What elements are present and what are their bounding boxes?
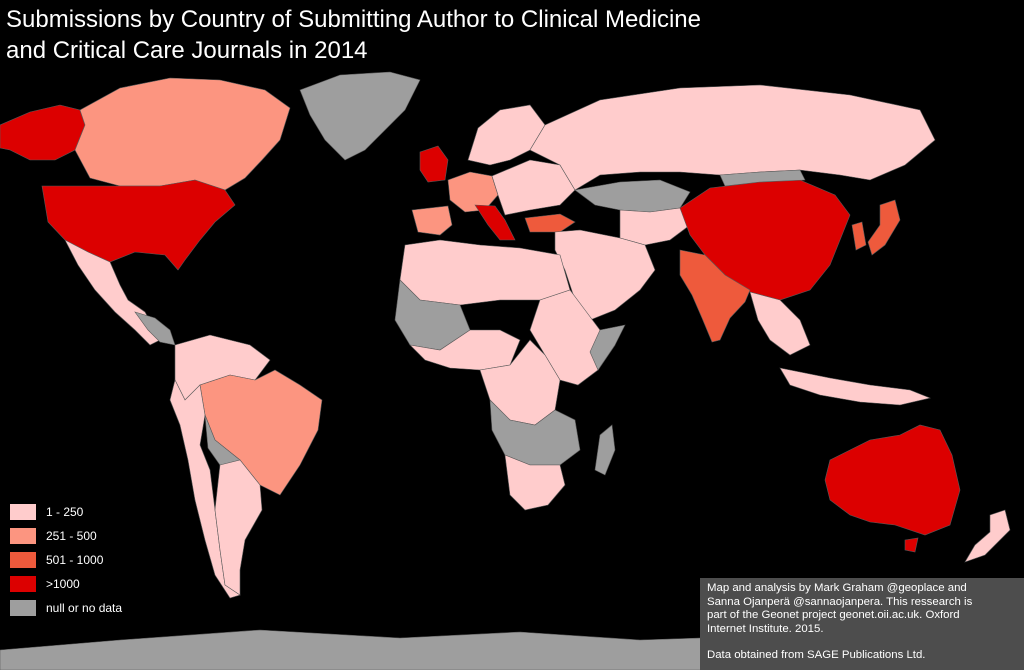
legend-swatch [10,528,36,544]
map-title-line-1: Submissions by Country of Submitting Aut… [6,6,701,33]
region-tasmania [904,537,919,553]
region-germany-france [447,171,499,213]
region-madagascar [594,424,616,476]
region-korea [851,221,867,251]
credits-box: Map and analysis by Mark Graham @geoplac… [700,578,1024,670]
region-turkey [524,213,576,233]
credits-line-2: Sanna Ojanperä @sannaojanpera. This ress… [707,595,973,608]
legend-label: null or no data [46,601,123,615]
region-central-asia-grey [574,179,691,213]
legend-label: 501 - 1000 [46,553,104,567]
legend-label: 1 - 250 [46,505,84,519]
region-alaska [0,104,86,161]
region-new-zealand [964,509,1011,563]
legend-label: >1000 [46,577,80,591]
region-southern-africa-grey [489,399,581,466]
region-horn-of-africa [589,324,626,371]
region-central-asia [619,207,691,246]
legend-swatch [10,504,36,520]
region-spain [411,205,453,236]
region-west-africa [409,329,521,371]
region-scandinavia [467,104,546,166]
legend-label: 251 - 500 [46,529,97,543]
region-southeast-asia [749,291,811,356]
legend-swatch [10,552,36,568]
region-india [679,249,751,343]
region-uk [419,145,449,183]
credits-line-4: Internet Institute. 2015. [707,622,824,635]
region-brazil [199,369,323,496]
legend-item-501-1000: 501 - 1000 [10,548,122,572]
region-indonesia [779,367,931,406]
region-australia [824,424,961,536]
region-argentina [214,459,263,596]
map-legend: 1 - 250 251 - 500 501 - 1000 >1000 null … [10,500,122,620]
map-title-line-2: and Critical Care Journals in 2014 [6,37,368,64]
legend-item-no-data: null or no data [10,596,122,620]
region-north-africa [399,239,571,306]
credits-line-3: part of the Geonet project geonet.oii.ac… [707,609,960,622]
legend-swatch [10,576,36,592]
region-usa [41,179,236,271]
region-russia [529,84,936,191]
region-mongolia [719,169,806,187]
region-eastern-europe [491,159,576,216]
region-italy [474,204,516,241]
legend-item-over-1000: >1000 [10,572,122,596]
map-title: Submissions by Country of Submitting Aut… [6,4,906,66]
credits-line-1: Map and analysis by Mark Graham @geoplac… [707,582,967,594]
region-south-africa [504,454,566,511]
region-greenland [299,71,421,161]
legend-item-1-250: 1 - 250 [10,500,122,524]
region-canada [74,77,291,191]
legend-item-251-500: 251 - 500 [10,524,122,548]
region-japan [867,199,901,256]
legend-swatch [10,600,36,616]
credits-line-5: Data obtained from SAGE Publications Ltd… [707,649,926,662]
